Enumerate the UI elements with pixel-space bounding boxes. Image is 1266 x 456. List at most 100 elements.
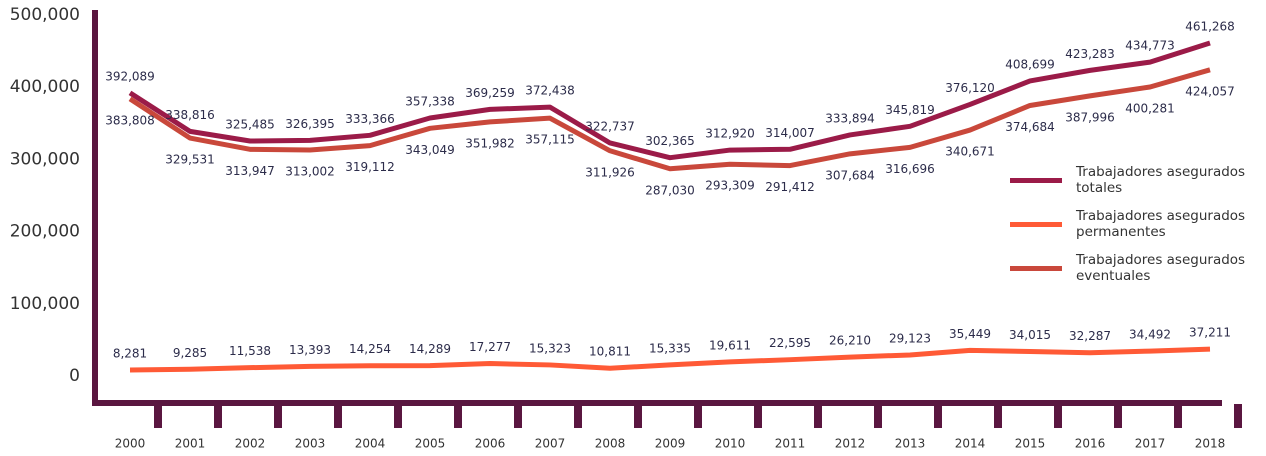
value-label: 35,449 <box>949 327 991 341</box>
y-tick-label: 300,000 <box>10 149 80 169</box>
value-label: 14,289 <box>409 342 451 356</box>
value-label: 22,595 <box>769 336 811 350</box>
y-axis <box>92 10 98 406</box>
value-label: 326,395 <box>285 117 335 131</box>
x-tick <box>394 404 402 428</box>
x-tick-label: 2008 <box>595 437 626 451</box>
x-tick-label: 2011 <box>775 437 806 451</box>
value-label: 302,365 <box>645 134 695 148</box>
value-label: 293,309 <box>705 179 755 193</box>
x-tick <box>694 404 702 428</box>
value-label: 8,281 <box>113 347 147 361</box>
value-label: 34,492 <box>1129 328 1171 342</box>
value-label: 424,057 <box>1185 84 1235 98</box>
value-label: 15,323 <box>529 341 571 355</box>
value-label: 15,335 <box>649 341 691 355</box>
x-tick <box>994 404 1002 428</box>
legend-item: Trabajadores asegurados permanentes <box>1010 208 1260 240</box>
value-label: 357,115 <box>525 133 575 147</box>
legend-label: Trabajadores asegurados totales <box>1076 164 1246 196</box>
value-label: 314,007 <box>765 126 815 140</box>
value-label: 376,120 <box>945 81 995 95</box>
x-tick <box>754 404 762 428</box>
value-label: 26,210 <box>829 334 871 348</box>
value-label: 29,123 <box>889 331 931 345</box>
value-label: 319,112 <box>345 160 395 174</box>
legend-swatch <box>1010 221 1062 227</box>
y-tick-label: 0 <box>69 366 80 386</box>
x-tick-label: 2003 <box>295 437 326 451</box>
value-label: 461,268 <box>1185 19 1235 33</box>
value-label: 311,926 <box>585 165 635 179</box>
value-label: 322,737 <box>585 119 635 133</box>
x-tick <box>154 404 162 428</box>
x-tick-label: 2018 <box>1195 437 1226 451</box>
series-line <box>128 40 1211 161</box>
x-tick <box>574 404 582 428</box>
value-label: 313,002 <box>285 165 335 179</box>
value-label: 338,816 <box>165 108 215 122</box>
x-tick-label: 2006 <box>475 437 506 451</box>
x-tick <box>454 404 462 428</box>
value-label: 372,438 <box>525 84 575 98</box>
value-label: 400,281 <box>1125 101 1175 115</box>
value-label: 32,287 <box>1069 329 1111 343</box>
x-tick-label: 2001 <box>175 437 206 451</box>
value-label: 343,049 <box>405 143 455 157</box>
x-tick-label: 2014 <box>955 437 986 451</box>
value-label: 307,684 <box>825 168 875 182</box>
legend-label: Trabajadores asegurados eventuales <box>1076 252 1246 284</box>
value-label: 325,485 <box>225 117 275 131</box>
value-label: 19,611 <box>709 338 751 352</box>
value-label: 34,015 <box>1009 328 1051 342</box>
x-tick-label: 2007 <box>535 437 566 451</box>
value-label: 408,699 <box>1005 57 1055 71</box>
value-label: 374,684 <box>1005 120 1055 134</box>
value-label: 340,671 <box>945 145 995 159</box>
x-tick-label: 2016 <box>1075 437 1106 451</box>
y-tick-label: 400,000 <box>10 77 80 97</box>
value-label: 423,283 <box>1065 47 1115 61</box>
x-tick-label: 2004 <box>355 437 386 451</box>
value-label: 387,996 <box>1065 110 1115 124</box>
value-label: 291,412 <box>765 180 815 194</box>
value-label: 313,947 <box>225 164 275 178</box>
value-label: 392,089 <box>105 69 155 83</box>
value-label: 312,920 <box>705 127 755 141</box>
value-label: 333,894 <box>825 111 875 125</box>
x-tick <box>1114 404 1122 428</box>
y-tick-label: 100,000 <box>10 294 80 314</box>
value-label: 345,819 <box>885 103 935 117</box>
x-tick <box>1174 404 1182 428</box>
x-tick-label: 2002 <box>235 437 266 451</box>
value-label: 333,366 <box>345 112 395 126</box>
x-tick <box>814 404 822 428</box>
x-tick <box>514 404 522 428</box>
value-label: 383,808 <box>105 113 155 127</box>
legend-swatch <box>1010 265 1062 271</box>
value-label: 369,259 <box>465 86 515 100</box>
value-label: 14,254 <box>349 342 391 356</box>
x-tick-label: 2000 <box>115 437 146 451</box>
legend-label: Trabajadores asegurados permanentes <box>1076 208 1246 240</box>
x-tick-label: 2009 <box>655 437 686 451</box>
x-tick <box>1054 404 1062 428</box>
legend-item: Trabajadores asegurados totales <box>1010 164 1260 196</box>
legend-item: Trabajadores asegurados eventuales <box>1010 252 1260 284</box>
value-label: 316,696 <box>885 162 935 176</box>
x-tick-label: 2017 <box>1135 437 1166 451</box>
value-label: 434,773 <box>1125 39 1175 53</box>
series-line <box>128 67 1211 172</box>
x-tick <box>1234 404 1242 428</box>
x-tick-label: 2010 <box>715 437 746 451</box>
y-tick-label: 200,000 <box>10 222 80 242</box>
value-label: 351,982 <box>465 136 515 150</box>
value-label: 329,531 <box>165 153 215 167</box>
series-line <box>129 346 1211 373</box>
x-tick-label: 2013 <box>895 437 926 451</box>
x-tick-label: 2015 <box>1015 437 1046 451</box>
y-tick-label: 500,000 <box>10 5 80 25</box>
value-label: 287,030 <box>645 183 695 197</box>
